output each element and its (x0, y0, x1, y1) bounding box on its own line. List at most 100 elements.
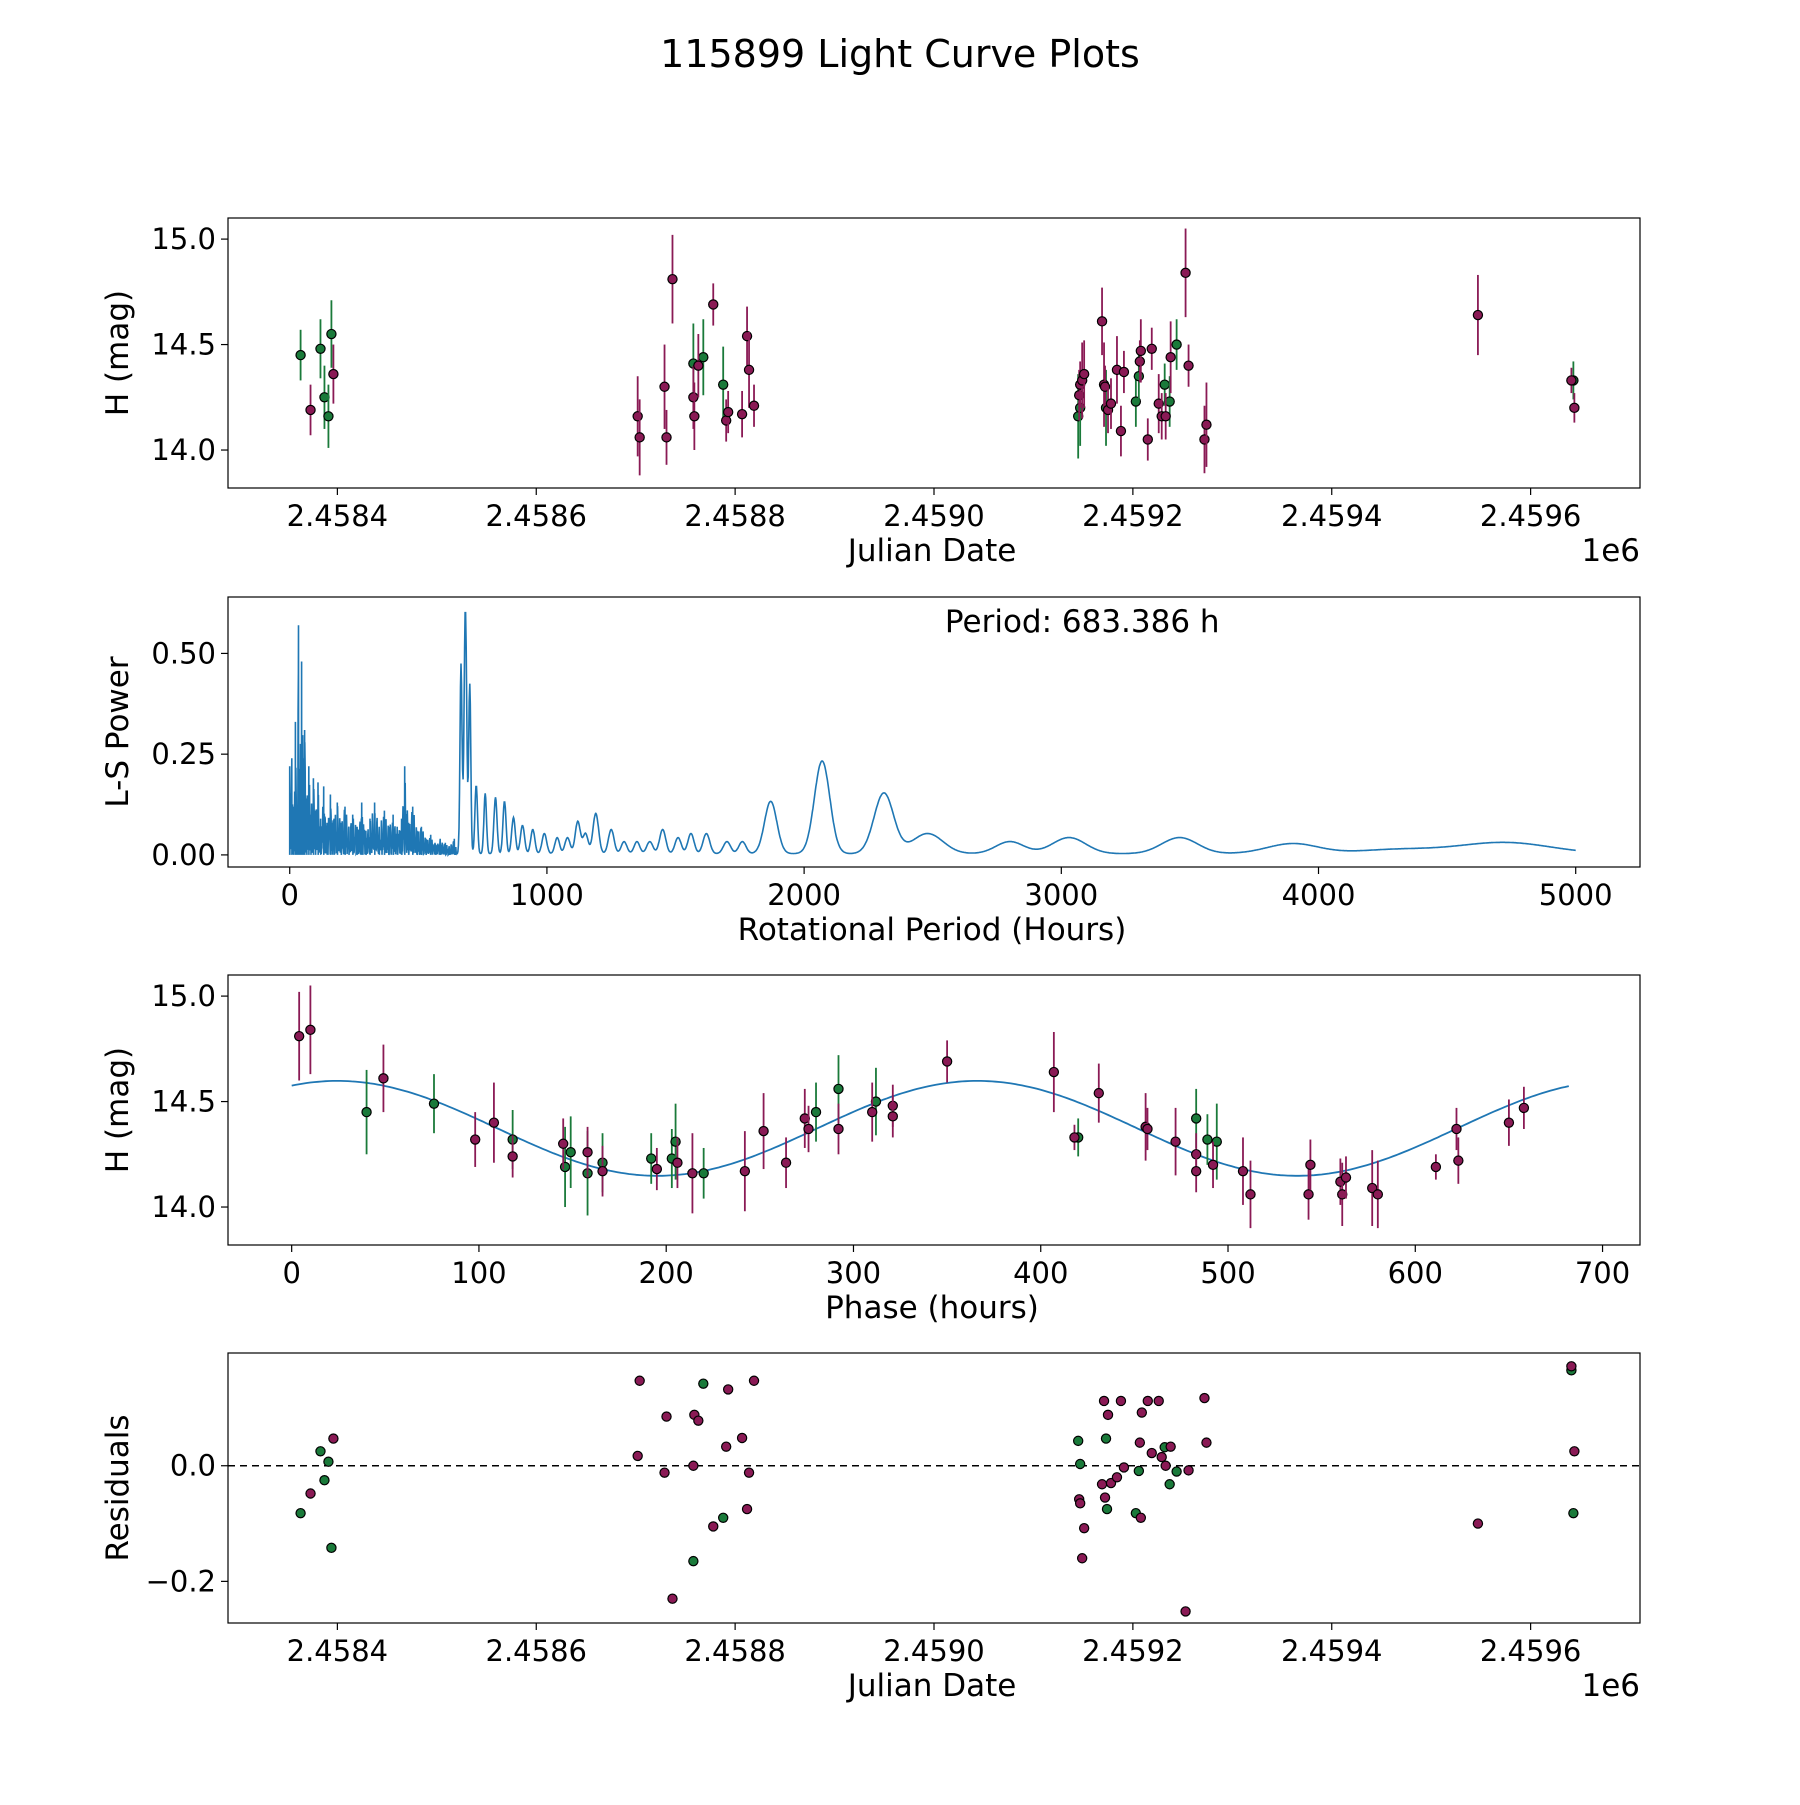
lc-green-point (698, 352, 709, 363)
phase-magenta-point (651, 1163, 663, 1175)
lc-magenta-point (328, 368, 339, 380)
res-green-point (319, 1474, 330, 1486)
lc-ytick-label: 14.0 (151, 433, 216, 467)
phase-magenta-point (833, 1123, 844, 1135)
lc-green-point (323, 411, 334, 422)
lc-offset-label: 1e6 (1581, 533, 1640, 569)
lc-magenta-point (1199, 434, 1210, 445)
lc-magenta-point (720, 415, 732, 426)
phase-green-point (565, 1146, 576, 1158)
lc-magenta-point (708, 299, 719, 310)
phase-magenta-point (293, 1030, 305, 1042)
res-magenta-point (1566, 1361, 1577, 1372)
res-xtick-label: 2.4588 (684, 1634, 785, 1668)
phase-xtick-label: 600 (1388, 1256, 1443, 1290)
res-green-point (323, 1456, 334, 1467)
res-green-point (1100, 1433, 1112, 1444)
res-green-point (326, 1542, 337, 1554)
res-magenta-point (1111, 1472, 1123, 1483)
res-magenta-point (1199, 1392, 1210, 1404)
res-xlabel: Julian Date (846, 1668, 1017, 1704)
res-magenta-point (1074, 1498, 1086, 1509)
phase-magenta-point (507, 1151, 518, 1162)
lc-magenta-point (722, 406, 734, 418)
phase-magenta-point (378, 1073, 389, 1084)
res-green-point (1164, 1479, 1175, 1490)
phase-magenta-point (1453, 1155, 1464, 1166)
res-green-point (698, 1378, 709, 1389)
phase-xtick-label: 200 (639, 1256, 694, 1290)
res-magenta-point (305, 1488, 316, 1499)
ls-xtick-label: 2000 (767, 878, 841, 912)
phase-magenta-point (1303, 1189, 1314, 1200)
res-magenta-point (1118, 1462, 1130, 1473)
res-magenta-point (1153, 1395, 1164, 1407)
ls-plot-area (288, 611, 1576, 858)
lc-magenta-point (741, 330, 753, 342)
lc-green-point (315, 343, 326, 354)
ls-xtick-label: 3000 (1024, 878, 1098, 912)
lc-xtick-label: 2.4586 (486, 499, 587, 533)
lc-magenta-point (1180, 267, 1191, 279)
res-magenta-point (1076, 1553, 1088, 1564)
res-magenta-point (1135, 1512, 1147, 1523)
lc-axes: 2.4584 2.4586 2.4588 2.4590 2.4592 2.4594 2.45… (100, 222, 1640, 569)
res-magenta-point (661, 1411, 672, 1422)
res-magenta-point (1165, 1441, 1176, 1452)
figure-title: 115899 Light Curve Plots (660, 32, 1140, 76)
res-ytick-label: 0.0 (170, 1449, 216, 1483)
phase-magenta-point (1142, 1123, 1153, 1135)
res-magenta-point (1078, 1522, 1090, 1534)
lc-green-point (1133, 371, 1145, 382)
res-magenta-point (659, 1467, 670, 1478)
phase-magenta-point (739, 1165, 751, 1177)
lc-green-point (295, 349, 306, 361)
phase-green-point (428, 1098, 440, 1109)
res-magenta-point (1201, 1437, 1212, 1448)
lc-magenta-point (743, 364, 755, 376)
lc-magenta-point (1096, 316, 1108, 327)
lc-magenta-point (1115, 425, 1127, 437)
lc-ytick-label: 15.0 (151, 222, 216, 256)
phase-magenta-point (1340, 1172, 1352, 1183)
res-magenta-point (743, 1467, 755, 1478)
res-green-point (295, 1507, 306, 1519)
lc-magenta-point (736, 408, 748, 420)
phase-magenta-point (1190, 1165, 1202, 1177)
phase-green-point (1190, 1113, 1202, 1124)
lc-magenta-point (1118, 366, 1130, 378)
res-xtick-label: 2.4584 (287, 1634, 388, 1668)
phase-magenta-point (1367, 1182, 1378, 1194)
res-magenta-point (1160, 1460, 1171, 1471)
lc-magenta-point (1135, 345, 1147, 357)
phase-xtick-label: 0 (282, 1256, 300, 1290)
lc-magenta-point (667, 273, 678, 285)
ls-power-line (288, 611, 1576, 858)
res-magenta-point (667, 1593, 678, 1604)
phase-plot-area (291, 985, 1570, 1229)
phase-ytick-label: 15.0 (151, 979, 216, 1013)
res-magenta-point (720, 1441, 732, 1452)
ls-axes: 0 1000 2000 3000 4000 5000 0.00 0.25 0.50 Rotatio… (100, 636, 1613, 948)
phase-xtick-label: 400 (1013, 1256, 1068, 1290)
lc-xtick-label: 2.4596 (1480, 499, 1581, 533)
phase-axes: 0 100 200 300 400 500 600 700 14.0 14.5 15.0 Phase … (100, 979, 1630, 1326)
lc-magenta-point (688, 392, 699, 403)
phase-magenta-point (1451, 1123, 1462, 1135)
phase-magenta-point (1372, 1189, 1384, 1200)
phase-magenta-point (672, 1157, 683, 1168)
res-green-point (717, 1512, 729, 1523)
lc-magenta-point (693, 360, 704, 371)
res-magenta-point (328, 1433, 339, 1444)
lc-magenta-point (748, 400, 760, 411)
phase-xlabel: Phase (hours) (825, 1290, 1039, 1326)
res-xtick-label: 2.4586 (486, 1634, 587, 1668)
res-magenta-point (748, 1375, 760, 1386)
phase-magenta-point (1069, 1132, 1080, 1143)
phase-xtick-label: 100 (451, 1256, 506, 1290)
phase-magenta-point (867, 1106, 878, 1118)
lc-magenta-point (634, 432, 645, 443)
res-magenta-point (1096, 1479, 1108, 1490)
ls-frame (227, 596, 1641, 868)
phase-magenta-point (887, 1111, 899, 1122)
